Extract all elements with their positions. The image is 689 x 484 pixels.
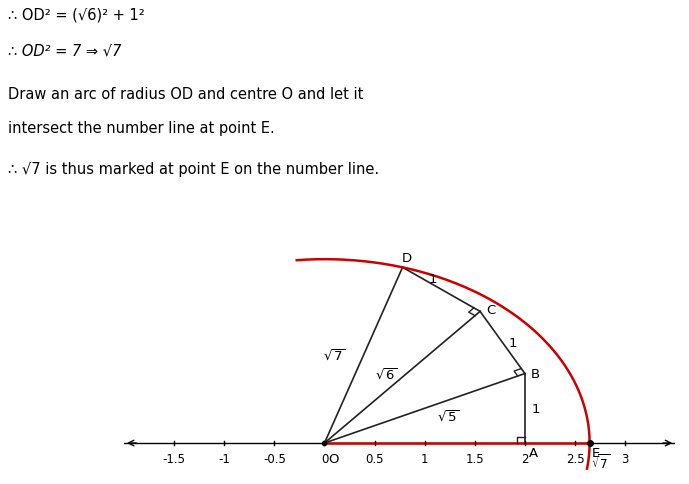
Text: 1: 1 [508, 336, 517, 349]
Text: -0.5: -0.5 [263, 452, 286, 465]
Text: 1: 1 [421, 452, 429, 465]
Text: $\sqrt{5}$: $\sqrt{5}$ [437, 409, 459, 424]
Text: 0.5: 0.5 [365, 452, 384, 465]
Text: ∴ √7 is thus marked at point E on the number line.: ∴ √7 is thus marked at point E on the nu… [8, 162, 380, 177]
Text: intersect the number line at point E.: intersect the number line at point E. [8, 121, 275, 136]
Text: ∴ OD² = (√6)² + 1²: ∴ OD² = (√6)² + 1² [8, 7, 145, 22]
Text: ∴ OD² = 7 ⇒ √7: ∴ OD² = 7 ⇒ √7 [8, 44, 122, 59]
Text: B: B [531, 367, 540, 380]
Text: O: O [329, 452, 339, 465]
Text: 1: 1 [429, 272, 438, 286]
Text: 1: 1 [532, 402, 540, 415]
Text: Draw an arc of radius OD and centre O and let it: Draw an arc of radius OD and centre O an… [8, 87, 364, 102]
Text: 1.5: 1.5 [466, 452, 484, 465]
Text: A: A [529, 446, 538, 459]
Text: 2.5: 2.5 [566, 452, 584, 465]
Text: $\sqrt{7}$: $\sqrt{7}$ [590, 452, 610, 471]
Text: D: D [402, 251, 411, 264]
Text: 2: 2 [521, 452, 528, 465]
Text: -1: -1 [218, 452, 230, 465]
Text: 0: 0 [321, 452, 328, 465]
Text: 3: 3 [621, 452, 629, 465]
Text: $\sqrt{7}$: $\sqrt{7}$ [323, 348, 345, 363]
Text: E: E [592, 446, 600, 459]
Text: $\sqrt{6}$: $\sqrt{6}$ [375, 366, 398, 381]
Text: C: C [486, 304, 495, 317]
Text: -1.5: -1.5 [163, 452, 185, 465]
